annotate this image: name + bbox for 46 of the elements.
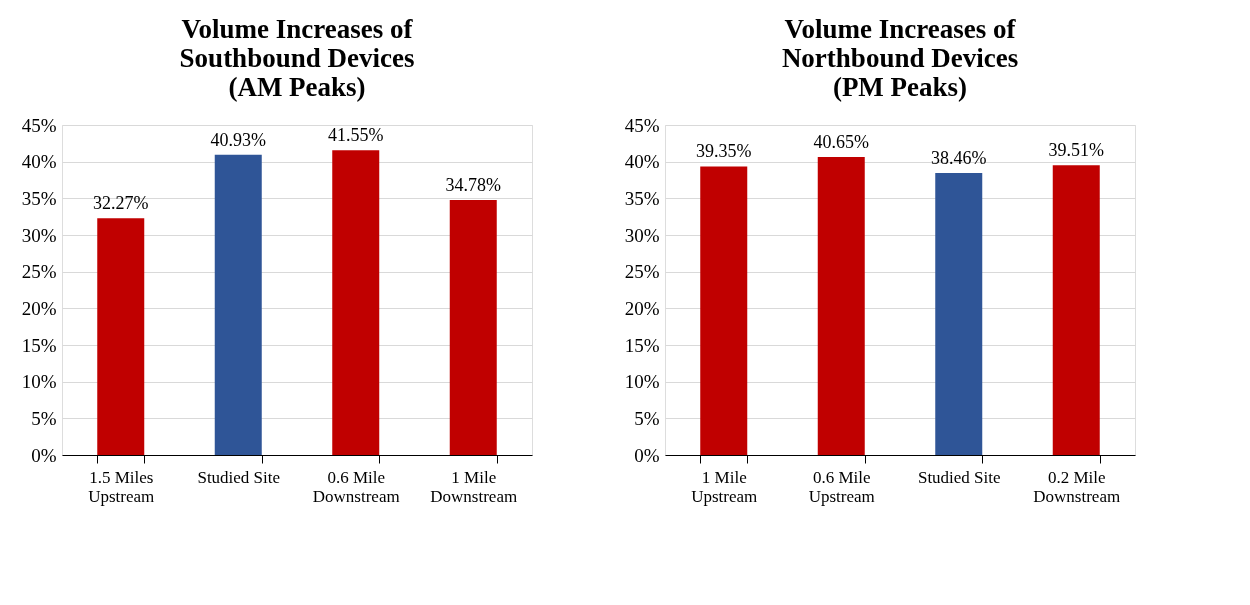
data-label: 41.55%: [328, 125, 384, 146]
y-tick-label: 25%: [21, 261, 57, 283]
y-tick-label: 30%: [624, 224, 660, 246]
y-tick-label: 5%: [31, 407, 57, 429]
y-tick-label: 40%: [624, 151, 660, 173]
x-tick-label: Studied Site: [917, 467, 1001, 487]
y-tick-label: 40%: [21, 151, 57, 173]
bar: [449, 199, 497, 455]
y-tick-label: 0%: [31, 444, 57, 466]
x-tick-label: 1.5 Miles Upstream: [88, 467, 155, 506]
chart-title: Volume Increases of Southbound Devices (AM Peaks): [179, 14, 415, 102]
y-tick-label: 45%: [21, 114, 57, 136]
y-tick-label: 20%: [624, 297, 660, 319]
y-tick-label: 35%: [624, 187, 660, 209]
bar: [700, 166, 748, 455]
data-label: 39.35%: [696, 141, 752, 162]
x-tick-label: 0.2 Mile Downstream: [1033, 467, 1121, 506]
data-label: 38.46%: [931, 147, 987, 168]
y-tick-label: 45%: [624, 114, 660, 136]
bar: [817, 156, 865, 455]
bar: [214, 154, 262, 455]
y-tick-label: 5%: [634, 407, 660, 429]
y-tick-label: 25%: [624, 261, 660, 283]
y-tick-label: 10%: [624, 371, 660, 393]
x-tick-label: Studied Site: [197, 467, 281, 487]
data-label: 40.65%: [813, 131, 869, 152]
bar: [332, 150, 380, 455]
bar: [97, 218, 145, 455]
data-label: 34.78%: [445, 174, 501, 195]
y-tick-label: 10%: [21, 371, 57, 393]
chart-title: Volume Increases of Northbound Devices (PM Peaks): [781, 14, 1019, 102]
bar: [935, 172, 983, 455]
y-tick-label: 15%: [21, 334, 57, 356]
data-label: 40.93%: [210, 129, 266, 150]
x-tick-label: 1 Mile Downstream: [430, 467, 518, 506]
x-tick-label: 1 Mile Upstream: [691, 467, 758, 506]
data-label: 39.51%: [1048, 140, 1104, 161]
y-tick-label: 30%: [21, 224, 57, 246]
y-tick-label: 15%: [624, 334, 660, 356]
bar: [1052, 165, 1100, 455]
x-tick-label: 0.6 Mile Downstream: [312, 467, 400, 506]
data-label: 32.27%: [93, 193, 149, 214]
y-tick-label: 20%: [21, 297, 57, 319]
y-tick-label: 35%: [21, 187, 57, 209]
y-tick-label: 0%: [634, 444, 660, 466]
x-tick-label: 0.6 Mile Upstream: [808, 467, 875, 506]
